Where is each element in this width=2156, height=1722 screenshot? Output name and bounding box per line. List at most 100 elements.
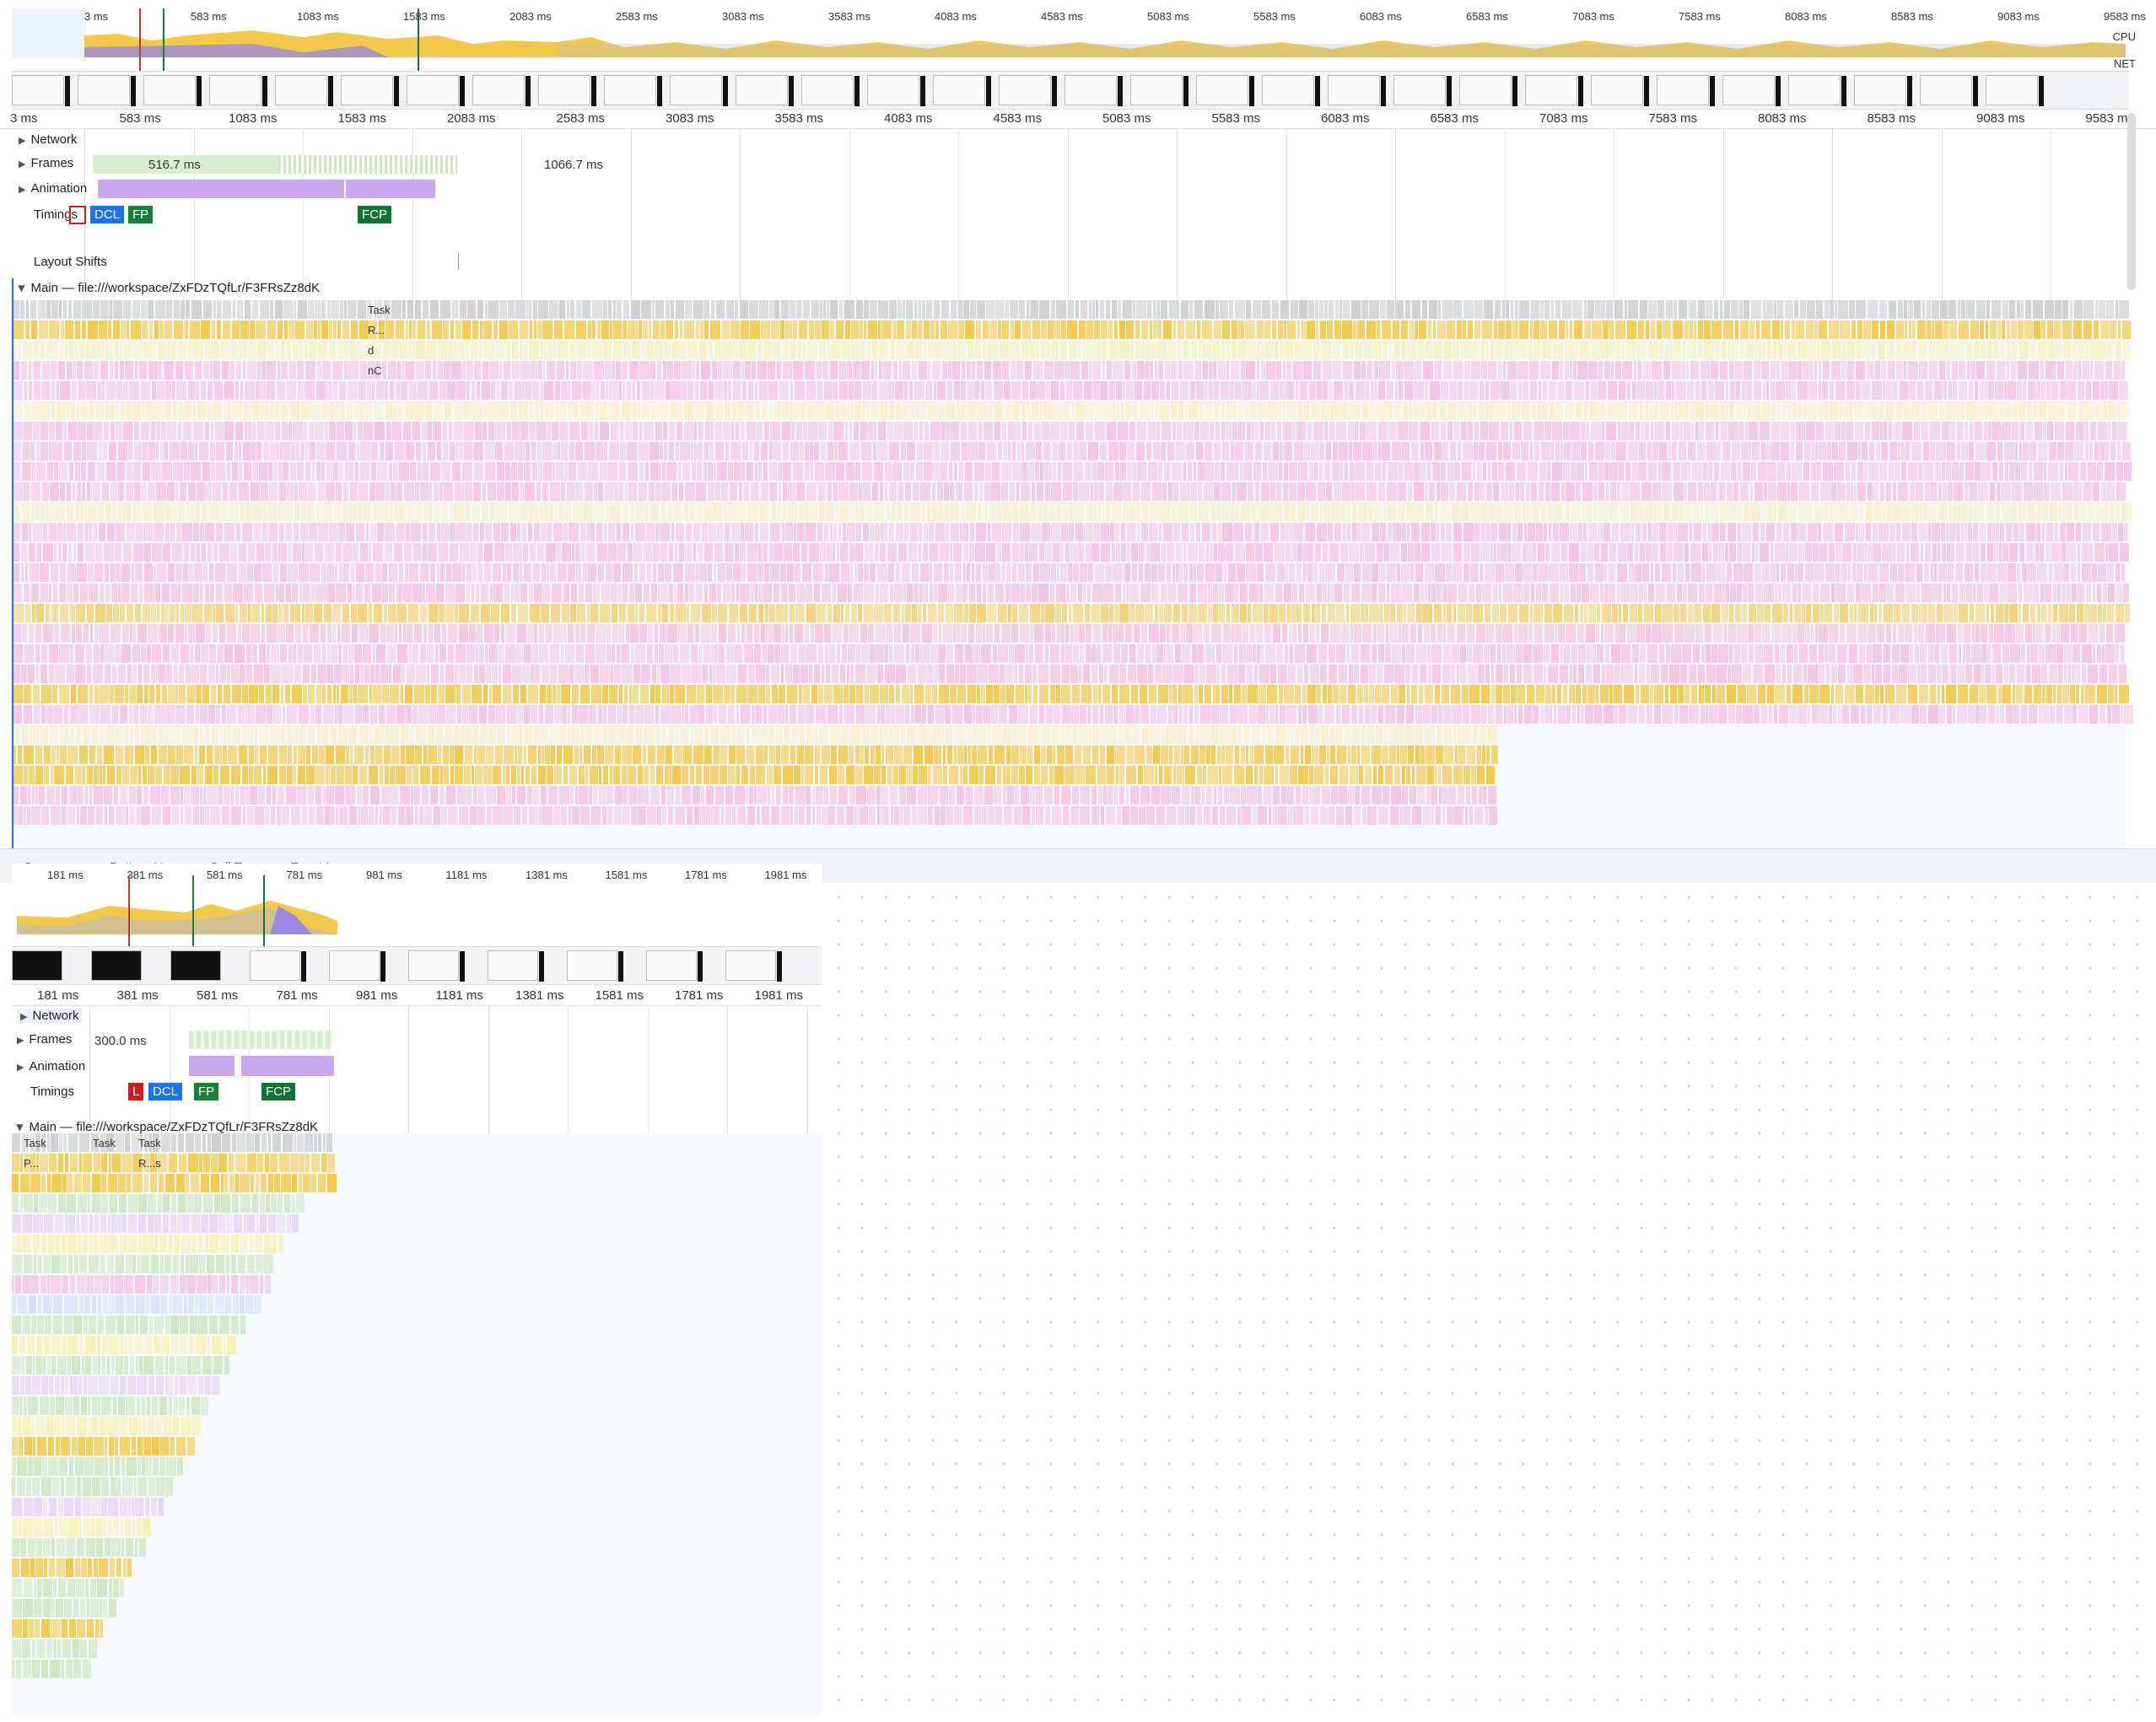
flame-bar[interactable] bbox=[839, 361, 846, 379]
flame-bar[interactable] bbox=[1834, 462, 1844, 481]
flame-bar[interactable] bbox=[1771, 401, 1776, 420]
flame-bar[interactable] bbox=[184, 401, 191, 420]
flame-bar[interactable] bbox=[215, 422, 224, 440]
flame-bar[interactable] bbox=[1652, 442, 1658, 460]
flame-bar[interactable] bbox=[240, 503, 245, 521]
flame-bar[interactable] bbox=[335, 401, 340, 420]
flame-bar[interactable] bbox=[49, 644, 58, 663]
flame-bar[interactable] bbox=[1533, 422, 1544, 440]
flame-bar[interactable] bbox=[2055, 422, 2064, 440]
flame-bar[interactable] bbox=[1591, 381, 1598, 400]
flame-bar[interactable] bbox=[1016, 422, 1021, 440]
flame-bar[interactable] bbox=[1880, 482, 1884, 501]
flame-bar[interactable] bbox=[446, 563, 451, 582]
flame-bar[interactable] bbox=[1235, 543, 1245, 562]
flame-bar[interactable] bbox=[671, 300, 674, 319]
flame-bar[interactable] bbox=[961, 422, 967, 440]
flame-bar[interactable] bbox=[1436, 523, 1439, 541]
flame-bar[interactable] bbox=[1145, 361, 1149, 379]
flame-bar[interactable] bbox=[912, 604, 917, 622]
flame-bar[interactable] bbox=[1980, 341, 1986, 359]
flame-bar[interactable] bbox=[1041, 320, 1047, 339]
flame-bar[interactable] bbox=[876, 584, 879, 602]
flame-bar[interactable] bbox=[182, 523, 192, 541]
flame-bar[interactable] bbox=[185, 361, 193, 379]
flame-bar[interactable] bbox=[826, 401, 833, 420]
flame-bar[interactable] bbox=[25, 563, 28, 582]
flame-bar[interactable] bbox=[1379, 361, 1385, 379]
flame-bar[interactable] bbox=[1981, 401, 1984, 420]
flame-bar[interactable] bbox=[1345, 381, 1348, 400]
flame-bar[interactable] bbox=[1331, 503, 1339, 521]
flame-bar[interactable] bbox=[348, 300, 356, 319]
flame-bar[interactable] bbox=[1180, 563, 1183, 582]
flame-bar[interactable] bbox=[995, 584, 1004, 602]
filmstrip-frame[interactable] bbox=[1591, 75, 1649, 106]
flame-bar[interactable] bbox=[354, 401, 358, 420]
flame-bar[interactable] bbox=[760, 523, 768, 541]
flame-bar[interactable] bbox=[1575, 604, 1578, 622]
flame-bar[interactable] bbox=[1425, 482, 1428, 501]
flame-bar[interactable] bbox=[1286, 341, 1293, 359]
flame-bar[interactable] bbox=[846, 462, 854, 481]
flame-bar[interactable] bbox=[70, 644, 73, 663]
flame-bar[interactable] bbox=[967, 361, 971, 379]
flame-bar[interactable] bbox=[747, 563, 757, 582]
flame-bar[interactable] bbox=[542, 442, 552, 460]
flame-bar[interactable] bbox=[606, 381, 608, 400]
flame-bar[interactable] bbox=[1036, 442, 1042, 460]
flame-bar[interactable] bbox=[1075, 503, 1085, 521]
flame-bar[interactable] bbox=[820, 543, 826, 562]
flame-bar[interactable] bbox=[1141, 523, 1148, 541]
flame-bar[interactable] bbox=[583, 361, 593, 379]
flame-bar[interactable] bbox=[1121, 523, 1125, 541]
flame-bar[interactable] bbox=[814, 442, 819, 460]
flame-bar[interactable] bbox=[1583, 523, 1587, 541]
flame-bar[interactable] bbox=[1975, 381, 1978, 400]
flame-bar[interactable] bbox=[788, 503, 797, 521]
flame-bar[interactable] bbox=[1085, 462, 1091, 481]
flame-bar[interactable] bbox=[1162, 442, 1166, 460]
flame-bar[interactable] bbox=[733, 341, 736, 359]
flame-bar[interactable] bbox=[1690, 401, 1695, 420]
flame-bar[interactable] bbox=[455, 320, 461, 339]
flame-bar[interactable] bbox=[34, 341, 40, 359]
flame-bar[interactable] bbox=[520, 341, 522, 359]
flame-bar[interactable] bbox=[1611, 442, 1615, 460]
flame-bar[interactable] bbox=[618, 482, 623, 501]
flame-bar[interactable] bbox=[1580, 341, 1589, 359]
flame-bar[interactable] bbox=[440, 300, 450, 319]
flame-bar[interactable] bbox=[304, 422, 307, 440]
flame-bar[interactable] bbox=[1889, 300, 1896, 319]
flame-bar[interactable] bbox=[612, 604, 617, 622]
flame-bar[interactable] bbox=[1324, 300, 1328, 319]
flame-bar[interactable] bbox=[958, 320, 964, 339]
flame-bar[interactable] bbox=[316, 381, 326, 400]
flame-bar[interactable] bbox=[1604, 624, 1614, 643]
flame-bar[interactable] bbox=[365, 563, 374, 582]
flame-bar[interactable] bbox=[1533, 341, 1540, 359]
flame-bar[interactable] bbox=[1421, 401, 1426, 420]
flame-bar[interactable] bbox=[1157, 300, 1160, 319]
flame-bar[interactable] bbox=[529, 503, 539, 521]
flame-bar[interactable] bbox=[653, 320, 660, 339]
flame-bar[interactable] bbox=[604, 442, 607, 460]
flame-bar[interactable] bbox=[382, 361, 386, 379]
flame-bar[interactable] bbox=[336, 482, 342, 501]
flame-bar[interactable] bbox=[199, 442, 208, 460]
flame-bar[interactable] bbox=[1148, 462, 1157, 481]
flame-bar[interactable] bbox=[1474, 523, 1480, 541]
flame-bar[interactable] bbox=[1706, 584, 1712, 602]
flame-bar[interactable] bbox=[194, 563, 202, 582]
flame-bar[interactable] bbox=[696, 563, 698, 582]
flame-bar[interactable] bbox=[623, 341, 631, 359]
flame-bar[interactable] bbox=[24, 422, 32, 440]
flame-bar[interactable] bbox=[2115, 624, 2125, 643]
flame-bar[interactable] bbox=[1916, 584, 1920, 602]
flame-bar[interactable] bbox=[1512, 523, 1517, 541]
flame-bar[interactable] bbox=[1086, 503, 1089, 521]
flame-bar[interactable] bbox=[1846, 462, 1850, 481]
flame-bar[interactable] bbox=[763, 462, 768, 481]
flame-bar[interactable] bbox=[2121, 503, 2132, 521]
flame-bar[interactable] bbox=[2092, 563, 2097, 582]
